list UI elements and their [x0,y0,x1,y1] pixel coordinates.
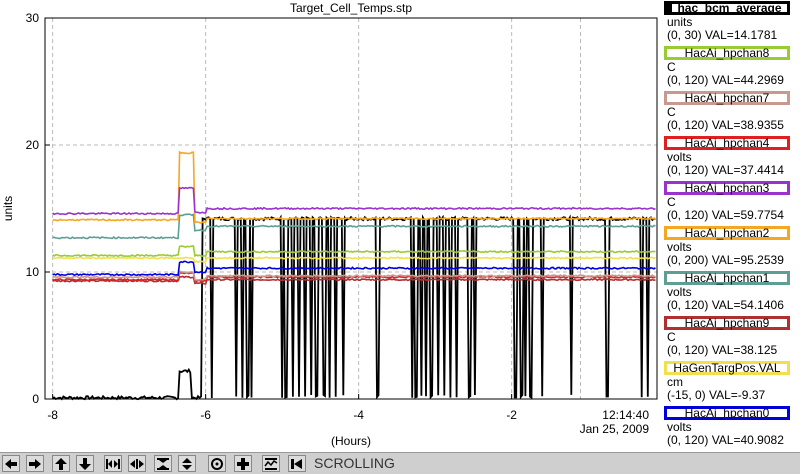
legend-range-value: (0, 120) VAL=38.9355 [667,118,784,132]
mode-label: SCROLLING [314,455,395,471]
series-line-hac_bcm_average [52,214,656,401]
series-line-HacAi_hpchan0 [52,260,656,277]
legend-unit: C [667,195,676,209]
series-line-HacAi_hpchan8 [52,245,656,258]
scroll-down-button[interactable] [76,455,94,472]
legend-unit: volts [667,240,692,254]
chart-svg[interactable]: Target_Cell_Temps.stp -8 -6 -4 -2 0 10 20 30 (Hou… [0,0,662,452]
legend-entry[interactable]: HacAi_hpchan8 C (0, 120) VAL=44.2969 [662,46,800,91]
legend-entry[interactable]: hac_bcm_average units (0, 30) VAL=14.1781 [662,1,800,46]
arrow-up-icon [55,457,67,470]
legend-unit: C [667,60,676,74]
legend-unit: cm [667,375,683,389]
legend-entry[interactable]: HacAi_hpchan1 volts (0, 120) VAL=54.1406 [662,271,800,316]
crosshair-icon [237,457,249,470]
arrow-down-icon [79,457,91,470]
series-line-HaGenTargPos.VAL [52,256,656,264]
legend-entry[interactable]: HaGenTargPos.VAL cm (-15, 0) VAL=-9.37 [662,361,800,406]
plot-frame [44,17,658,400]
legend-unit: C [667,105,676,119]
legend-series-name[interactable]: HacAi_hpchan3 [664,181,790,195]
legend-series-name[interactable]: HacAi_hpchan9 [664,316,790,330]
toolbar: SCROLLING [0,452,800,474]
date-label: Jan 25, 2009 [580,422,650,436]
zoom-out-horizontal-button[interactable] [128,455,146,472]
legend-series-name[interactable]: HacAi_hpchan1 [664,271,790,285]
legend-series-name[interactable]: HacAi_hpchan4 [664,136,790,150]
x-axis-label: (Hours) [331,434,371,448]
series-line-HacAi_hpchan3 [52,186,656,216]
y-tick-label: 10 [26,265,40,279]
x-tick-label: -2 [506,408,517,422]
plot-area[interactable]: Target_Cell_Temps.stp -8 -6 -4 -2 0 10 20 30 (Hou… [0,0,662,452]
series-line-HacAi_hpchan9 [52,275,656,285]
legend-range-value: (0, 200) VAL=95.2539 [667,253,784,267]
legend-unit: C [667,330,676,344]
center-button[interactable] [208,455,226,472]
legend-series-name[interactable]: HacAi_hpchan0 [664,406,790,420]
legend-series-name[interactable]: HaGenTargPos.VAL [664,361,790,375]
zoom-in-horizontal-button[interactable] [104,455,122,472]
series-line-HacAi_hpchan7 [52,270,656,281]
legend-unit: units [667,15,693,29]
scroll-right-button[interactable] [26,455,44,472]
legend-range-value: (0, 120) VAL=59.7754 [667,208,784,222]
legend-series-name[interactable]: hac_bcm_average [664,1,790,15]
y-tick-label: 20 [26,138,40,152]
time-label: 12:14:40 [602,408,649,422]
legend-entry[interactable]: HacAi_hpchan2 volts (0, 200) VAL=95.2539 [662,226,800,271]
legend-range-value: (0, 30) VAL=14.1781 [667,28,778,42]
legend-entry[interactable]: HacAi_hpchan9 C (0, 120) VAL=38.125 [662,316,800,361]
legend-panel: hac_bcm_average units (0, 30) VAL=14.1781 H… [662,0,800,452]
legend-range-value: (0, 120) VAL=54.1406 [667,298,784,312]
rewind-icon [291,458,302,469]
legend-entry[interactable]: HacAi_hpchan3 C (0, 120) VAL=59.7754 [662,181,800,226]
legend-series-name[interactable]: HacAi_hpchan2 [664,226,790,240]
x-tick-label: -6 [200,408,211,422]
legend-unit: volts [667,285,692,299]
legend-range-value: (0, 120) VAL=37.4414 [667,163,784,177]
zoom-in-vertical-icon [157,457,169,470]
legend-range-value: (-15, 0) VAL=-9.37 [667,388,766,402]
target-circle-icon [211,457,223,470]
legend-entry[interactable]: HacAi_hpchan0 volts (0, 120) VAL=40.9082 [662,406,800,451]
zoom-in-vertical-button[interactable] [154,455,172,472]
legend-entry[interactable]: HacAi_hpchan4 volts (0, 120) VAL=37.4414 [662,136,800,181]
y-tick-label: 30 [26,11,40,25]
y-axis-label: units [1,196,15,221]
chart-title: Target_Cell_Temps.stp [290,1,412,15]
zoom-out-vertical-icon [182,457,192,470]
legend-unit: volts [667,420,692,434]
autoscale-button[interactable] [262,455,280,472]
legend-range-value: (0, 120) VAL=38.125 [667,343,778,357]
back-button[interactable] [288,455,306,472]
legend-range-value: (0, 120) VAL=44.2969 [667,73,784,87]
series-line-HacAi_hpchan1 [52,213,656,240]
zoom-out-vertical-button[interactable] [178,455,196,472]
crosshair-button[interactable] [234,455,252,472]
arrow-right-icon [29,458,41,469]
x-tick-label: -8 [47,408,58,422]
x-tick-label: -4 [353,408,364,422]
legend-range-value: (0, 120) VAL=40.9082 [667,433,784,447]
series-line-HacAi_hpchan2 [52,150,656,225]
y-tick-label: 0 [32,392,39,406]
arrow-left-icon [5,458,17,469]
scroll-left-button[interactable] [2,455,20,472]
zoom-out-horizontal-icon [130,458,144,469]
legend-series-name[interactable]: HacAi_hpchan8 [664,46,790,60]
zoom-in-horizontal-icon [106,458,120,469]
legend-unit: volts [667,150,692,164]
scroll-up-button[interactable] [52,455,70,472]
legend-entry[interactable]: HacAi_hpchan7 C (0, 120) VAL=38.9355 [662,91,800,136]
legend-series-name[interactable]: HacAi_hpchan7 [664,91,790,105]
autoscale-icon [264,457,278,470]
